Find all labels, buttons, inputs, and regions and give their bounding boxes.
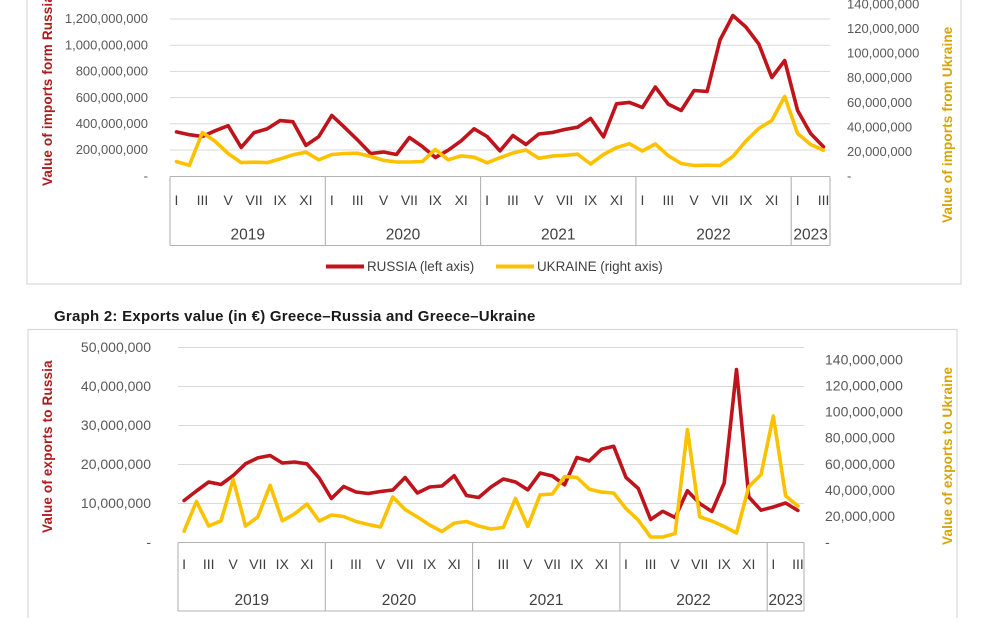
svg-text:XI: XI [448, 556, 461, 572]
svg-text:-: - [144, 169, 148, 184]
svg-text:2019: 2019 [230, 227, 264, 244]
svg-text:IX: IX [739, 192, 753, 208]
svg-text:I: I [640, 192, 644, 208]
svg-text:VII: VII [544, 556, 561, 572]
svg-text:III: III [507, 192, 519, 208]
svg-text:III: III [818, 192, 830, 208]
svg-text:IX: IX [276, 556, 290, 572]
svg-text:III: III [350, 556, 362, 572]
svg-text:XI: XI [742, 556, 755, 572]
svg-text:IX: IX [273, 192, 287, 208]
svg-text:I: I [796, 192, 800, 208]
svg-text:-: - [847, 169, 851, 184]
svg-text:UKRAINE (right axis): UKRAINE (right axis) [537, 259, 663, 274]
svg-text:V: V [689, 192, 699, 208]
svg-text:XI: XI [299, 192, 312, 208]
svg-text:Value of exports to Russia: Value of exports to Russia [40, 360, 55, 533]
svg-text:I: I [485, 192, 489, 208]
svg-text:1,200,000,000: 1,200,000,000 [65, 11, 148, 26]
svg-text:Value of imports form Russia: Value of imports form Russia [40, 0, 55, 186]
svg-text:20,000,000: 20,000,000 [847, 144, 912, 159]
svg-text:2023: 2023 [768, 592, 802, 609]
svg-text:20,000,000: 20,000,000 [81, 456, 151, 472]
svg-text:XI: XI [455, 192, 468, 208]
svg-text:VII: VII [401, 192, 418, 208]
svg-text:2022: 2022 [696, 227, 730, 244]
svg-text:2023: 2023 [793, 227, 827, 244]
svg-text:I: I [182, 556, 186, 572]
svg-text:30,000,000: 30,000,000 [81, 417, 151, 433]
svg-text:140,000,000: 140,000,000 [825, 352, 903, 368]
svg-text:20,000,000: 20,000,000 [825, 508, 895, 524]
svg-text:120,000,000: 120,000,000 [847, 21, 919, 36]
svg-text:2020: 2020 [382, 592, 417, 609]
svg-text:RUSSIA (left axis): RUSSIA (left axis) [367, 259, 474, 274]
svg-text:I: I [477, 556, 481, 572]
svg-text:Graph 2: Exports value (in €): Graph 2: Exports value (in €) Greece–Rus… [54, 308, 536, 325]
svg-text:Value of imports from Ukraine: Value of imports from Ukraine [940, 26, 955, 223]
svg-text:V: V [379, 192, 389, 208]
svg-text:VII: VII [246, 192, 263, 208]
svg-text:Value of exports to Ukraine: Value of exports to Ukraine [940, 367, 955, 545]
svg-text:50,000,000: 50,000,000 [81, 339, 151, 355]
svg-text:V: V [534, 192, 544, 208]
svg-text:-: - [146, 534, 151, 550]
svg-text:XI: XI [765, 192, 778, 208]
svg-text:100,000,000: 100,000,000 [847, 46, 919, 61]
svg-text:60,000,000: 60,000,000 [847, 95, 912, 110]
svg-text:140,000,000: 140,000,000 [847, 0, 919, 11]
svg-text:400,000,000: 400,000,000 [76, 116, 148, 131]
svg-text:I: I [175, 192, 179, 208]
svg-text:I: I [624, 556, 628, 572]
svg-text:800,000,000: 800,000,000 [76, 64, 148, 79]
svg-text:IX: IX [718, 556, 732, 572]
svg-text:I: I [330, 192, 334, 208]
svg-text:40,000,000: 40,000,000 [847, 119, 912, 134]
svg-text:600,000,000: 600,000,000 [76, 90, 148, 105]
svg-text:VII: VII [397, 556, 414, 572]
svg-text:120,000,000: 120,000,000 [825, 378, 903, 394]
svg-text:80,000,000: 80,000,000 [825, 430, 895, 446]
svg-text:I: I [329, 556, 333, 572]
svg-text:VII: VII [691, 556, 708, 572]
svg-text:VII: VII [249, 556, 266, 572]
svg-text:XI: XI [300, 556, 313, 572]
svg-text:V: V [670, 556, 680, 572]
svg-text:2022: 2022 [676, 592, 710, 609]
svg-text:IX: IX [584, 192, 598, 208]
svg-text:10,000,000: 10,000,000 [81, 495, 151, 511]
svg-text:1,000,000,000: 1,000,000,000 [65, 37, 148, 52]
svg-text:200,000,000: 200,000,000 [76, 142, 148, 157]
svg-text:60,000,000: 60,000,000 [825, 456, 895, 472]
svg-text:2021: 2021 [541, 227, 575, 244]
svg-text:40,000,000: 40,000,000 [825, 482, 895, 498]
svg-text:III: III [662, 192, 674, 208]
svg-text:80,000,000: 80,000,000 [847, 70, 912, 85]
svg-text:2019: 2019 [234, 592, 268, 609]
svg-text:V: V [224, 192, 234, 208]
svg-text:V: V [229, 556, 239, 572]
svg-text:V: V [523, 556, 533, 572]
svg-text:IX: IX [429, 192, 443, 208]
svg-text:VII: VII [711, 192, 728, 208]
svg-text:XI: XI [595, 556, 608, 572]
svg-text:III: III [497, 556, 509, 572]
svg-text:III: III [645, 556, 657, 572]
svg-text:I: I [771, 556, 775, 572]
svg-text:40,000,000: 40,000,000 [81, 378, 151, 394]
svg-text:2021: 2021 [529, 592, 563, 609]
svg-text:V: V [376, 556, 386, 572]
svg-text:IX: IX [423, 556, 437, 572]
svg-text:XI: XI [610, 192, 623, 208]
svg-text:-: - [825, 534, 830, 550]
svg-text:100,000,000: 100,000,000 [825, 404, 903, 420]
svg-text:III: III [203, 556, 215, 572]
svg-text:III: III [792, 556, 804, 572]
svg-text:III: III [352, 192, 364, 208]
svg-text:2020: 2020 [386, 227, 421, 244]
svg-text:IX: IX [570, 556, 584, 572]
svg-text:III: III [197, 192, 209, 208]
svg-text:VII: VII [556, 192, 573, 208]
